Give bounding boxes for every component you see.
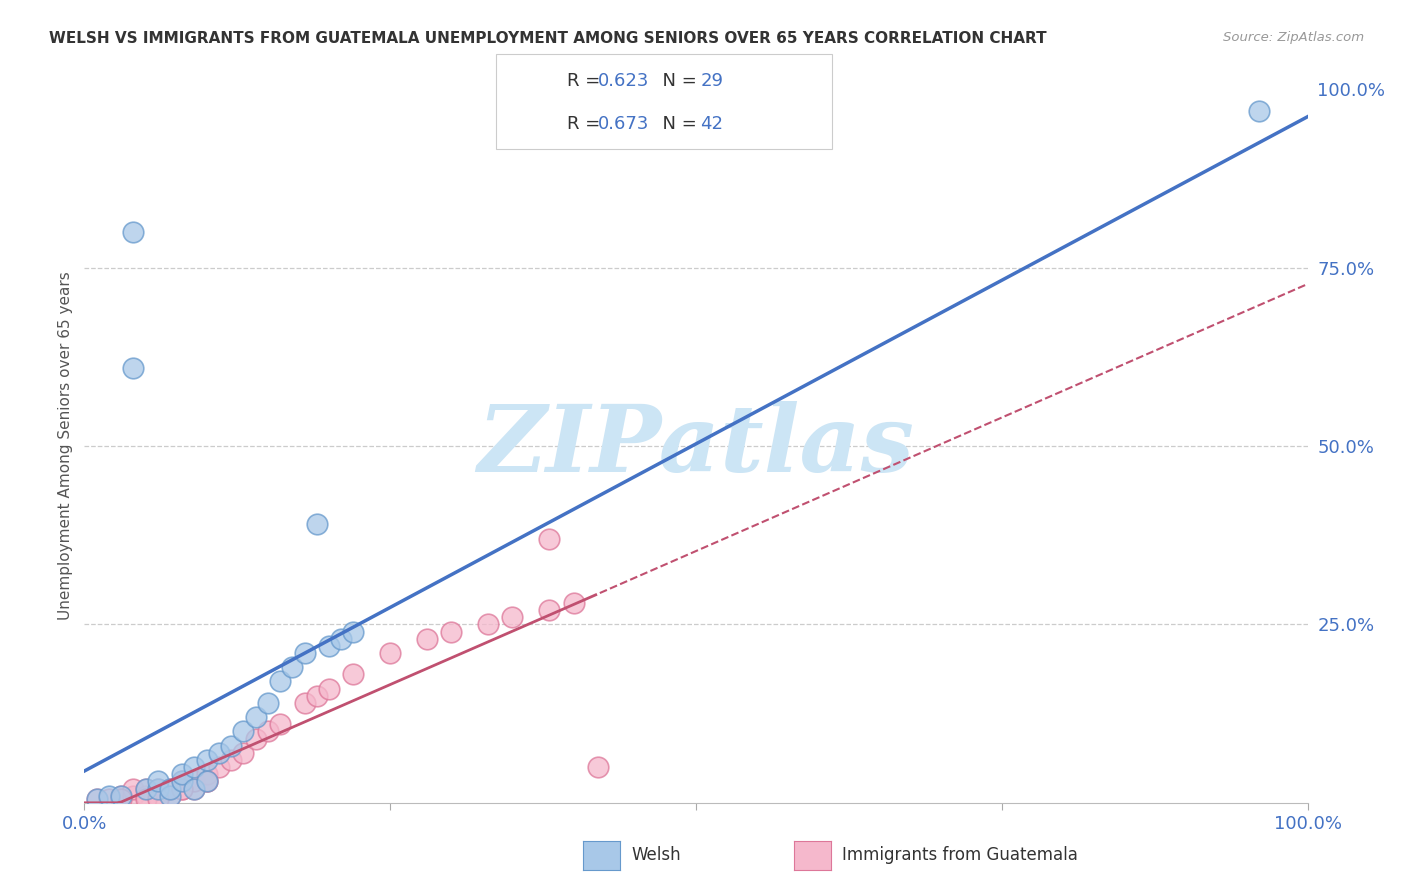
Point [135,792,157,806]
Point [159,789,181,803]
Point [159,781,181,796]
Text: 42: 42 [700,115,723,133]
Point [219,739,242,753]
Text: Source: ZipAtlas.com: Source: ZipAtlas.com [1223,31,1364,45]
Point [1247,103,1270,118]
Point [318,639,340,653]
Point [110,792,132,806]
Point [208,760,231,774]
Point [257,696,280,710]
Point [586,760,609,774]
Point [146,781,169,796]
Text: 0.673: 0.673 [598,115,650,133]
Point [183,781,205,796]
Text: ZIPatlas: ZIPatlas [478,401,914,491]
Point [318,681,340,696]
Point [122,360,145,375]
Text: N =: N = [651,72,703,90]
Point [110,789,132,803]
Point [342,667,364,681]
Point [110,792,132,806]
Point [195,753,218,767]
Point [562,596,585,610]
Y-axis label: Unemployment Among Seniors over 65 years: Unemployment Among Seniors over 65 years [58,272,73,620]
Point [195,774,218,789]
Point [380,646,402,660]
Point [183,781,205,796]
Point [195,774,218,789]
Point [281,660,304,674]
Point [146,792,169,806]
Point [110,789,132,803]
Point [232,746,254,760]
Point [269,674,291,689]
Point [172,774,194,789]
Point [135,781,157,796]
Point [97,792,120,806]
Point [245,731,267,746]
Point [269,717,291,731]
Point [86,792,108,806]
Point [257,724,280,739]
Point [172,781,194,796]
Text: Immigrants from Guatemala: Immigrants from Guatemala [842,847,1078,864]
Point [146,774,169,789]
Point [440,624,463,639]
Text: R =: R = [567,115,606,133]
Point [159,781,181,796]
Point [97,789,120,803]
Point [330,632,353,646]
Text: WELSH VS IMMIGRANTS FROM GUATEMALA UNEMPLOYMENT AMONG SENIORS OVER 65 YEARS CORR: WELSH VS IMMIGRANTS FROM GUATEMALA UNEMP… [49,31,1047,46]
Point [219,753,242,767]
Text: Welsh: Welsh [631,847,681,864]
Point [146,781,169,796]
Point [305,689,328,703]
Point [86,792,108,806]
Point [538,532,561,546]
Point [122,789,145,803]
Point [538,603,561,617]
Point [245,710,267,724]
Point [208,746,231,760]
Point [172,774,194,789]
Point [135,789,157,803]
Point [294,696,316,710]
Point [183,760,205,774]
Point [195,767,218,781]
Point [135,781,157,796]
Point [477,617,499,632]
Point [305,517,328,532]
Point [122,781,145,796]
Text: N =: N = [651,115,703,133]
Text: 29: 29 [700,72,723,90]
Point [172,767,194,781]
Point [232,724,254,739]
Text: R =: R = [567,72,606,90]
Point [122,225,145,239]
Text: 0.623: 0.623 [598,72,650,90]
Point [146,789,169,803]
Point [294,646,316,660]
Point [501,610,523,624]
Point [159,789,181,803]
Point [183,774,205,789]
Point [195,774,218,789]
Point [172,781,194,796]
Point [416,632,439,646]
Point [342,624,364,639]
